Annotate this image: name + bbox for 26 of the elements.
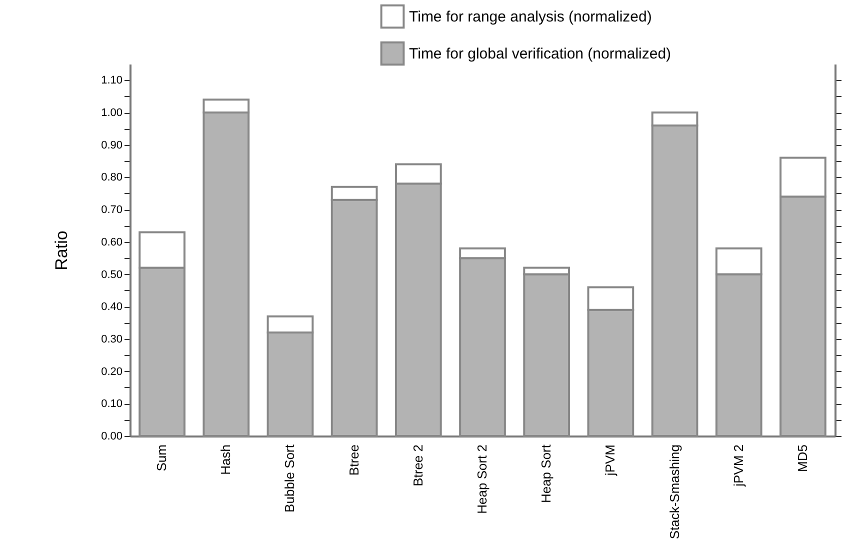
x-tick-label: jPVM [602, 444, 618, 477]
x-tick-label: Sum [154, 444, 170, 472]
x-tick-label: Heap Sort 2 [474, 444, 490, 514]
y-tick-label: 0.10 [101, 398, 122, 410]
y-tick-label: 0.90 [101, 139, 122, 152]
y-tick-label: 0.60 [101, 236, 122, 248]
y-tick-label: 0.20 [101, 366, 122, 378]
x-tick-label: Btree [346, 444, 362, 476]
x-tick-label: MD5 [794, 444, 810, 472]
y-tick-label: 1.10 [101, 74, 122, 87]
x-tick-label: Hash [218, 444, 234, 475]
x-tick-label: jPVM 2 [730, 444, 746, 488]
y-tick-label: 0.50 [101, 268, 122, 281]
x-tick-label: Stack-Smashing [666, 444, 682, 540]
y-tick-label: 1.00 [101, 107, 122, 120]
y-tick-label: 0.70 [101, 204, 122, 216]
y-axis-title: Ratio [52, 230, 72, 270]
y-tick-label: 0.40 [101, 301, 122, 314]
x-tick-label: Bubble Sort [282, 444, 298, 512]
y-tick-label: 0.00 [101, 430, 122, 442]
y-tick-label: 0.80 [101, 172, 122, 184]
y-tick-label: 0.30 [101, 333, 122, 346]
x-tick-label: Heap Sort [538, 444, 554, 504]
x-tick-label: Btree 2 [410, 444, 426, 486]
legend-label: Time for range analysis (normalized) [409, 8, 652, 26]
legend-label: Time for global verification (normalized) [409, 46, 672, 62]
